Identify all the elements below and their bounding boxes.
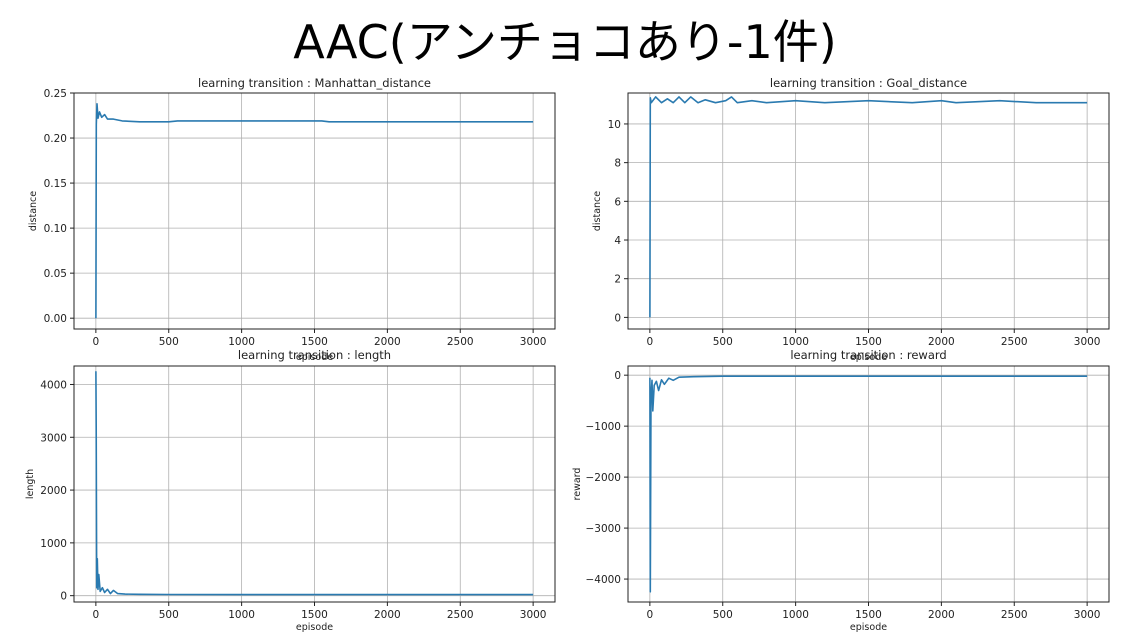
x-tick-label: 0: [647, 336, 654, 348]
x-tick-label: 500: [713, 336, 733, 348]
subplot-title: learning transition : length: [238, 348, 391, 362]
x-tick-label: 2500: [1001, 609, 1028, 621]
x-axis-label: episode: [850, 352, 887, 363]
x-tick-label: 500: [159, 336, 179, 348]
x-tick-label: 0: [647, 609, 654, 621]
y-tick-label: 10: [608, 119, 621, 131]
y-tick-label: −2000: [585, 472, 621, 484]
series-line: [649, 96, 1088, 318]
y-axis-label: length: [25, 469, 36, 499]
x-tick-label: 2000: [928, 609, 955, 621]
y-tick-label: 0.25: [44, 88, 67, 100]
y-tick-label: 0.20: [44, 133, 67, 145]
axes-frame: [73, 365, 556, 603]
x-tick-label: 2500: [447, 609, 474, 621]
y-tick-label: 0.00: [44, 313, 67, 325]
y-tick-label: 0: [60, 591, 67, 603]
x-tick-label: 1000: [782, 336, 809, 348]
subplot-4: 0 500 1000 1500 2000 2500 3000 0 −1000 −2000 −3000…: [572, 348, 1110, 633]
x-tick-label: 3000: [1074, 609, 1101, 621]
y-tick-label: 8: [614, 158, 621, 170]
subplot-title: learning transition : Goal_distance: [770, 76, 967, 90]
x-axis-label: episode: [296, 352, 333, 363]
axes-frame: [627, 92, 1110, 330]
x-tick-label: 1000: [782, 609, 809, 621]
subplot-2: 0 500 1000 1500 2000 2500 3000 0 2 4 6 8 10 learning …: [592, 76, 1110, 363]
x-tick-label: 500: [713, 609, 733, 621]
subplot-title: learning transition : reward: [790, 348, 946, 362]
y-tick-label: 4000: [40, 379, 67, 391]
y-axis-label: reward: [572, 468, 583, 501]
y-tick-label: 0.05: [44, 268, 67, 280]
y-tick-label: 2: [614, 274, 621, 286]
x-tick-label: 1500: [301, 336, 328, 348]
y-tick-label: −3000: [585, 523, 621, 535]
y-axis-label: distance: [592, 191, 603, 231]
axes-frame: [627, 365, 1110, 603]
y-tick-label: 2000: [40, 485, 67, 497]
x-tick-label: 1000: [228, 336, 255, 348]
x-tick-label: 0: [93, 609, 100, 621]
y-tick-label: 0: [614, 370, 621, 382]
page-title: AAC(アンチョコあり-1件): [293, 15, 837, 69]
y-tick-label: −1000: [585, 421, 621, 433]
y-tick-label: 6: [614, 196, 621, 208]
y-tick-label: 0.15: [44, 178, 67, 190]
y-tick-label: 0.10: [44, 223, 67, 235]
x-tick-label: 3000: [520, 609, 547, 621]
x-tick-label: 0: [93, 336, 100, 348]
subplot-title: learning transition : Manhattan_distance: [198, 76, 431, 90]
y-tick-label: −4000: [585, 574, 621, 586]
subplot-1: 0 500 1000 1500 2000 2500 3000 0.00 0.05 0.10 0.15…: [28, 76, 556, 363]
x-tick-label: 3000: [1074, 336, 1101, 348]
axes-frame: [73, 92, 556, 330]
y-axis-label: distance: [28, 191, 39, 231]
x-tick-label: 1500: [855, 609, 882, 621]
x-tick-label: 3000: [520, 336, 547, 348]
series-line: [649, 375, 1088, 593]
series-line: [95, 103, 534, 319]
x-tick-label: 2500: [447, 336, 474, 348]
x-axis-label: episode: [850, 622, 887, 633]
x-tick-label: 500: [159, 609, 179, 621]
x-tick-label: 2000: [374, 336, 401, 348]
subplot-3: 0 500 1000 1500 2000 2500 3000 0 1000 2000 3000 400…: [25, 348, 556, 633]
x-tick-label: 1500: [301, 609, 328, 621]
y-tick-label: 0: [614, 312, 621, 324]
y-tick-label: 3000: [40, 432, 67, 444]
series-line: [95, 371, 534, 596]
y-tick-label: 4: [614, 235, 621, 247]
x-tick-label: 2000: [374, 609, 401, 621]
x-tick-label: 2500: [1001, 336, 1028, 348]
x-axis-label: episode: [296, 622, 333, 633]
x-tick-label: 2000: [928, 336, 955, 348]
x-tick-label: 1000: [228, 609, 255, 621]
y-tick-label: 1000: [40, 538, 67, 550]
x-tick-label: 1500: [855, 336, 882, 348]
